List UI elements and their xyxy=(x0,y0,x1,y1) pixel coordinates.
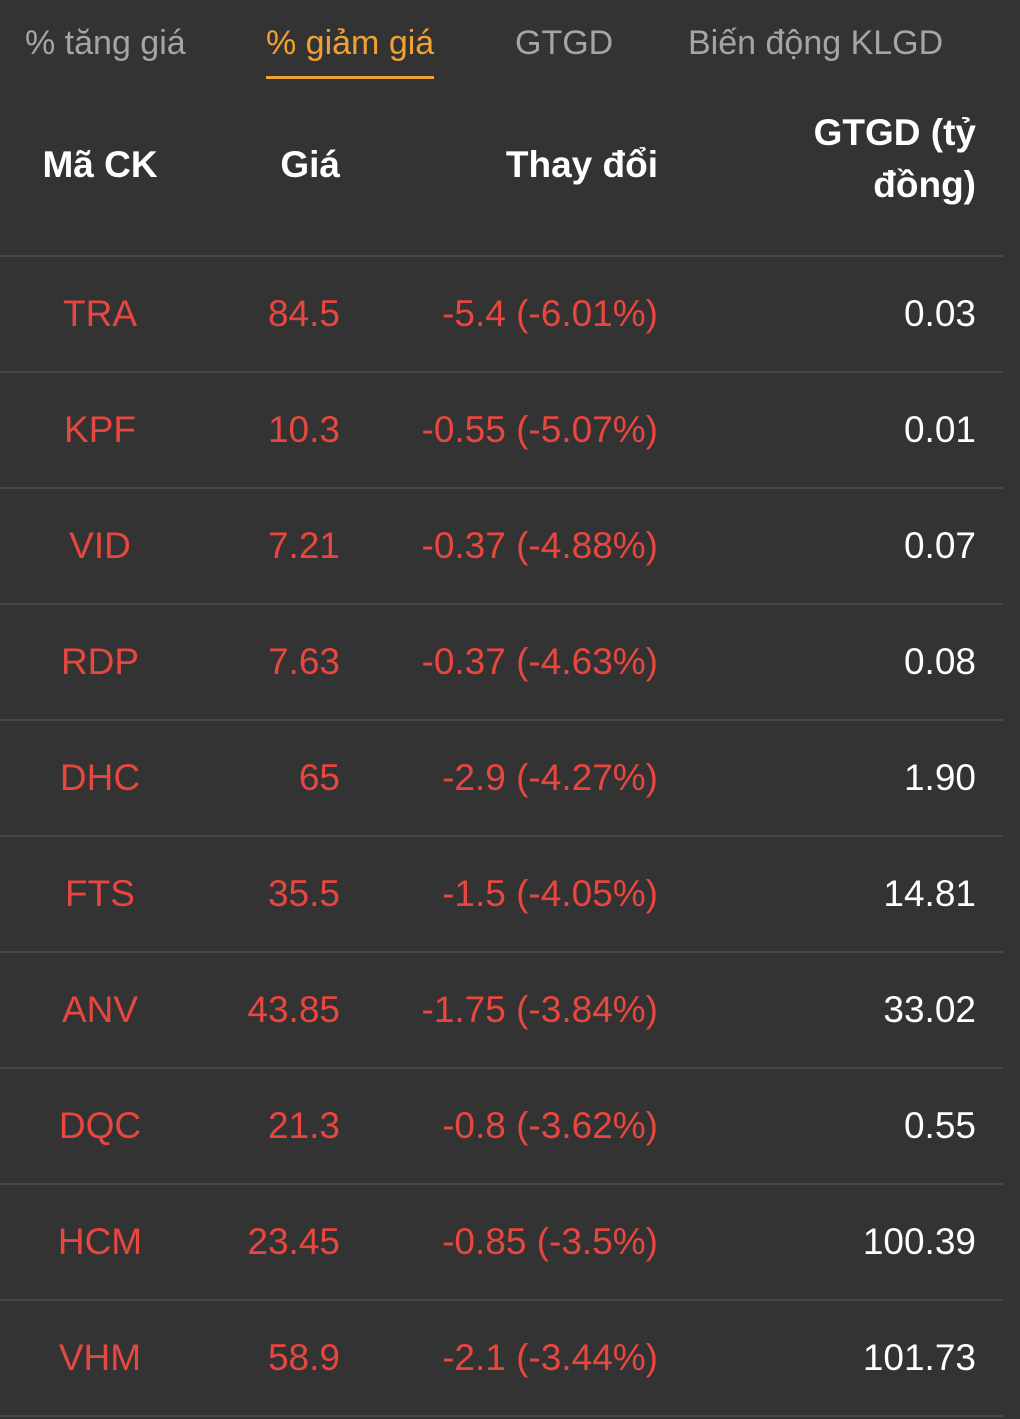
tab-trading-value[interactable]: GTGD xyxy=(515,24,614,62)
header-value-line1: GTGD (tỷ xyxy=(813,112,976,153)
stock-change: -1.5 (-4.05%) xyxy=(442,873,658,914)
table-row[interactable]: VID 7.21 -0.37 (-4.88%) 0.07 xyxy=(0,489,1003,605)
stock-change: -2.1 (-3.44%) xyxy=(442,1337,658,1378)
stock-value: 101.73 xyxy=(862,1337,976,1378)
tab-price-increase[interactable]: % tăng giá xyxy=(25,24,186,62)
stock-code[interactable]: VID xyxy=(69,525,131,566)
table-row[interactable]: ANV 43.85 -1.75 (-3.84%) 33.02 xyxy=(0,953,1003,1069)
stock-price: 65 xyxy=(298,757,340,798)
header-code: Mã CK xyxy=(42,144,158,185)
stock-price: 58.9 xyxy=(267,1337,340,1378)
stock-change: -0.8 (-3.62%) xyxy=(442,1105,658,1146)
table-row[interactable]: DQC 21.3 -0.8 (-3.62%) 0.55 xyxy=(0,1069,1003,1185)
header-price: Giá xyxy=(280,144,340,185)
table-row[interactable]: FTS 35.5 -1.5 (-4.05%) 14.81 xyxy=(0,837,1003,953)
stock-change: -2.9 (-4.27%) xyxy=(442,757,658,798)
stock-code[interactable]: VHM xyxy=(58,1337,142,1378)
stock-code[interactable]: RDP xyxy=(60,641,140,682)
stock-price: 43.85 xyxy=(247,989,340,1030)
stock-code[interactable]: HCM xyxy=(57,1221,143,1262)
header-value-line2: đồng) xyxy=(873,164,976,205)
stock-code[interactable]: KPF xyxy=(64,409,136,450)
stock-change: -0.37 (-4.88%) xyxy=(421,525,659,566)
stock-price: 10.3 xyxy=(267,409,340,450)
tab-price-decrease[interactable]: % giảm giá xyxy=(266,24,435,79)
stock-price: 84.5 xyxy=(267,293,340,334)
table-header: Mã CK Giá Thay đổi GTGD (tỷ đồng) xyxy=(0,95,1003,257)
tab-bar: % tăng giá % giảm giá GTGD Biến động KLG… xyxy=(0,0,1020,90)
stock-price: 7.63 xyxy=(267,641,340,682)
stock-change: -1.75 (-3.84%) xyxy=(421,989,659,1030)
table-row[interactable]: KPF 10.3 -0.55 (-5.07%) 0.01 xyxy=(0,373,1003,489)
table-row[interactable]: DHC 65 -2.9 (-4.27%) 1.90 xyxy=(0,721,1003,837)
table-row[interactable]: TRA 84.5 -5.4 (-6.01%) 0.03 xyxy=(0,257,1003,373)
table-row[interactable]: VHM 58.9 -2.1 (-3.44%) 101.73 xyxy=(0,1301,1003,1417)
stock-change: -0.55 (-5.07%) xyxy=(421,409,659,450)
stock-value: 0.03 xyxy=(903,293,976,334)
header-value: GTGD (tỷ đồng) xyxy=(740,107,976,211)
stock-value: 33.02 xyxy=(883,989,976,1030)
stock-code[interactable]: TRA xyxy=(63,293,137,334)
stock-change: -5.4 (-6.01%) xyxy=(442,293,658,334)
stock-change: -0.37 (-4.63%) xyxy=(421,641,659,682)
stock-value: 0.07 xyxy=(903,525,976,566)
stock-code[interactable]: DHC xyxy=(59,757,141,798)
stock-price: 23.45 xyxy=(247,1221,340,1262)
stock-value: 100.39 xyxy=(862,1221,976,1262)
stock-change: -0.85 (-3.5%) xyxy=(442,1221,658,1262)
table-row[interactable]: RDP 7.63 -0.37 (-4.63%) 0.08 xyxy=(0,605,1003,721)
stock-value: 14.81 xyxy=(883,873,976,914)
tab-volume-change[interactable]: Biến động KLGD xyxy=(688,24,944,62)
stock-table: Mã CK Giá Thay đổi GTGD (tỷ đồng) TRA 84… xyxy=(0,95,1003,1417)
stock-price: 21.3 xyxy=(267,1105,340,1146)
stock-code[interactable]: ANV xyxy=(61,989,139,1030)
stock-value: 0.55 xyxy=(903,1105,976,1146)
stock-price: 7.21 xyxy=(267,525,340,566)
stock-value: 1.90 xyxy=(903,757,976,798)
stock-value: 0.01 xyxy=(903,409,976,450)
stock-price: 35.5 xyxy=(267,873,340,914)
header-change: Thay đổi xyxy=(505,144,658,185)
table-row[interactable]: HCM 23.45 -0.85 (-3.5%) 100.39 xyxy=(0,1185,1003,1301)
stock-value: 0.08 xyxy=(903,641,976,682)
stock-code[interactable]: FTS xyxy=(65,873,135,914)
stock-code[interactable]: DQC xyxy=(58,1105,142,1146)
